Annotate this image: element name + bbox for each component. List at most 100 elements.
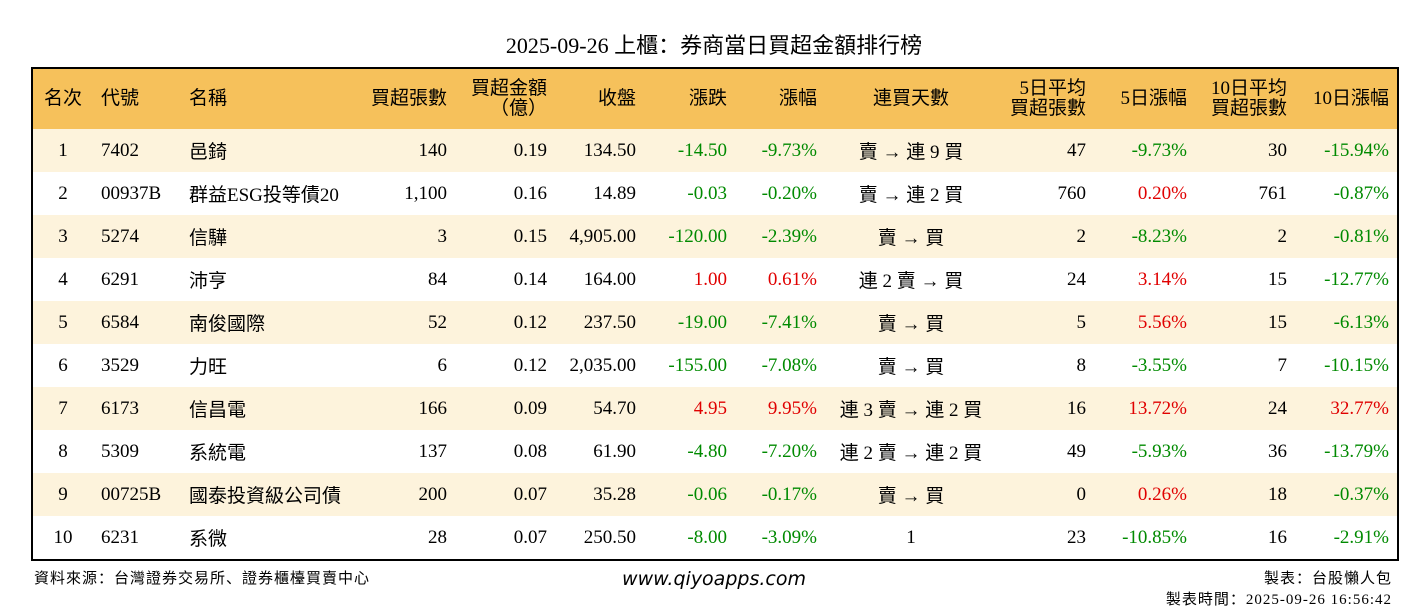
table-cell: -15.94% bbox=[1295, 129, 1398, 172]
table-cell: 力旺 bbox=[181, 344, 361, 387]
table-cell: 1 bbox=[32, 129, 93, 172]
table-cell: 5 bbox=[32, 301, 93, 344]
table-cell: 賣 → 連 9 買 bbox=[825, 129, 997, 172]
table-cell: 0.61% bbox=[735, 258, 825, 301]
table-cell: 邑錡 bbox=[181, 129, 361, 172]
table-cell: 15 bbox=[1195, 301, 1295, 344]
table-cell: 0.15 bbox=[455, 215, 555, 258]
table-cell: 0.19 bbox=[455, 129, 555, 172]
table-cell: 47 bbox=[997, 129, 1094, 172]
table-cell: 7402 bbox=[93, 129, 181, 172]
table-cell: 761 bbox=[1195, 172, 1295, 215]
table-cell: 8 bbox=[997, 344, 1094, 387]
table-cell: -19.00 bbox=[644, 301, 735, 344]
table-cell: -0.20% bbox=[735, 172, 825, 215]
table-cell: 4,905.00 bbox=[555, 215, 644, 258]
source: 資料來源：台灣證券交易所、證券櫃檯買賣中心 bbox=[34, 571, 371, 587]
table-cell: 16 bbox=[997, 387, 1094, 430]
table-cell: 35.28 bbox=[555, 473, 644, 516]
table-cell: 30 bbox=[1195, 129, 1295, 172]
table-cell: 3 bbox=[32, 215, 93, 258]
table-cell: 5274 bbox=[93, 215, 181, 258]
table-row: 2 00937B 群益ESG投等債20 1,100 0.16 14.89 -0.03 -0.2… bbox=[32, 172, 1398, 215]
table-cell: 5.56% bbox=[1094, 301, 1195, 344]
table-cell: 54.70 bbox=[555, 387, 644, 430]
table-row: 4 6291 沛亨 84 0.14 164.00 1.00 0.61% 連 2 賣 → 買 24 3… bbox=[32, 258, 1398, 301]
table-cell: -7.41% bbox=[735, 301, 825, 344]
table-cell: -9.73% bbox=[735, 129, 825, 172]
header-cell: 代號 bbox=[93, 68, 181, 129]
table-cell: 32.77% bbox=[1295, 387, 1398, 430]
table-cell: -7.20% bbox=[735, 430, 825, 473]
table-cell: 9 bbox=[32, 473, 93, 516]
header-cell: 5日平均 買超張數 bbox=[997, 68, 1094, 129]
table-cell: 23 bbox=[997, 516, 1094, 560]
table-cell: -8.23% bbox=[1094, 215, 1195, 258]
header-cell: 10日平均 買超張數 bbox=[1195, 68, 1295, 129]
table-cell: -10.15% bbox=[1295, 344, 1398, 387]
table-cell: 24 bbox=[1195, 387, 1295, 430]
header-cell: 漲跌 bbox=[644, 68, 735, 129]
table-cell: 2 bbox=[997, 215, 1094, 258]
table-cell: 賣 → 買 bbox=[825, 344, 997, 387]
table-cell: 16 bbox=[1195, 516, 1295, 560]
table-cell: 8 bbox=[32, 430, 93, 473]
table-cell: 166 bbox=[361, 387, 455, 430]
header-cell: 10日漲幅 bbox=[1295, 68, 1398, 129]
table-cell: 36 bbox=[1195, 430, 1295, 473]
table-cell: 00725B bbox=[93, 473, 181, 516]
table-cell: 1.00 bbox=[644, 258, 735, 301]
table-cell: 賣 → 買 bbox=[825, 473, 997, 516]
header-cell: 漲幅 bbox=[735, 68, 825, 129]
table-cell: 賣 → 連 2 買 bbox=[825, 172, 997, 215]
table-cell: 6 bbox=[361, 344, 455, 387]
header-cell: 買超金額 （億） bbox=[455, 68, 555, 129]
table-cell: 連 2 賣 → 連 2 買 bbox=[825, 430, 997, 473]
table-cell: 6584 bbox=[93, 301, 181, 344]
table-cell: 0.07 bbox=[455, 473, 555, 516]
table-cell: -0.87% bbox=[1295, 172, 1398, 215]
table-cell: 4 bbox=[32, 258, 93, 301]
table-cell: 1 bbox=[825, 516, 997, 560]
table-cell: 賣 → 買 bbox=[825, 215, 997, 258]
table-cell: 7 bbox=[32, 387, 93, 430]
header-cell: 5日漲幅 bbox=[1094, 68, 1195, 129]
title: 2025-09-26 上櫃：券商當日買超金額排行榜 bbox=[505, 33, 923, 58]
site: www.qiyoapps.com bbox=[622, 568, 806, 590]
header-cell: 買超張數 bbox=[361, 68, 455, 129]
table-cell: 61.90 bbox=[555, 430, 644, 473]
table-cell: 1,100 bbox=[361, 172, 455, 215]
table-cell: 18 bbox=[1195, 473, 1295, 516]
table-cell: -5.93% bbox=[1094, 430, 1195, 473]
ranking-table: 名次 代號 名稱 買超張數 買超金額 （億） 收盤 漲跌 漲幅 連買天數 5日平均 買超張數 5日漲… bbox=[31, 67, 1399, 561]
table-cell: 6 bbox=[32, 344, 93, 387]
table-cell: 3 bbox=[361, 215, 455, 258]
table-cell: 信驊 bbox=[181, 215, 361, 258]
table-cell: 140 bbox=[361, 129, 455, 172]
table-cell: 49 bbox=[997, 430, 1094, 473]
table-cell: 134.50 bbox=[555, 129, 644, 172]
table-cell: -8.00 bbox=[644, 516, 735, 560]
table-cell: 2 bbox=[32, 172, 93, 215]
table-cell: 24 bbox=[997, 258, 1094, 301]
table-cell: 14.89 bbox=[555, 172, 644, 215]
table-cell: -0.81% bbox=[1295, 215, 1398, 258]
table-cell: -13.79% bbox=[1295, 430, 1398, 473]
table-cell: 6291 bbox=[93, 258, 181, 301]
table-row: 1 7402 邑錡 140 0.19 134.50 -14.50 -9.73% 賣 → 連 9 … bbox=[32, 129, 1398, 172]
table-cell: 52 bbox=[361, 301, 455, 344]
header-cell: 名次 bbox=[32, 68, 93, 129]
table-cell: 國泰投資級公司債 bbox=[181, 473, 361, 516]
table-cell: -12.77% bbox=[1295, 258, 1398, 301]
table-cell: -2.91% bbox=[1295, 516, 1398, 560]
table-cell: 0.12 bbox=[455, 301, 555, 344]
table-cell: -6.13% bbox=[1295, 301, 1398, 344]
table-cell: 6173 bbox=[93, 387, 181, 430]
table-cell: 13.72% bbox=[1094, 387, 1195, 430]
table-cell: 3529 bbox=[93, 344, 181, 387]
table-cell: -4.80 bbox=[644, 430, 735, 473]
table-cell: 2,035.00 bbox=[555, 344, 644, 387]
table-cell: 7 bbox=[1195, 344, 1295, 387]
